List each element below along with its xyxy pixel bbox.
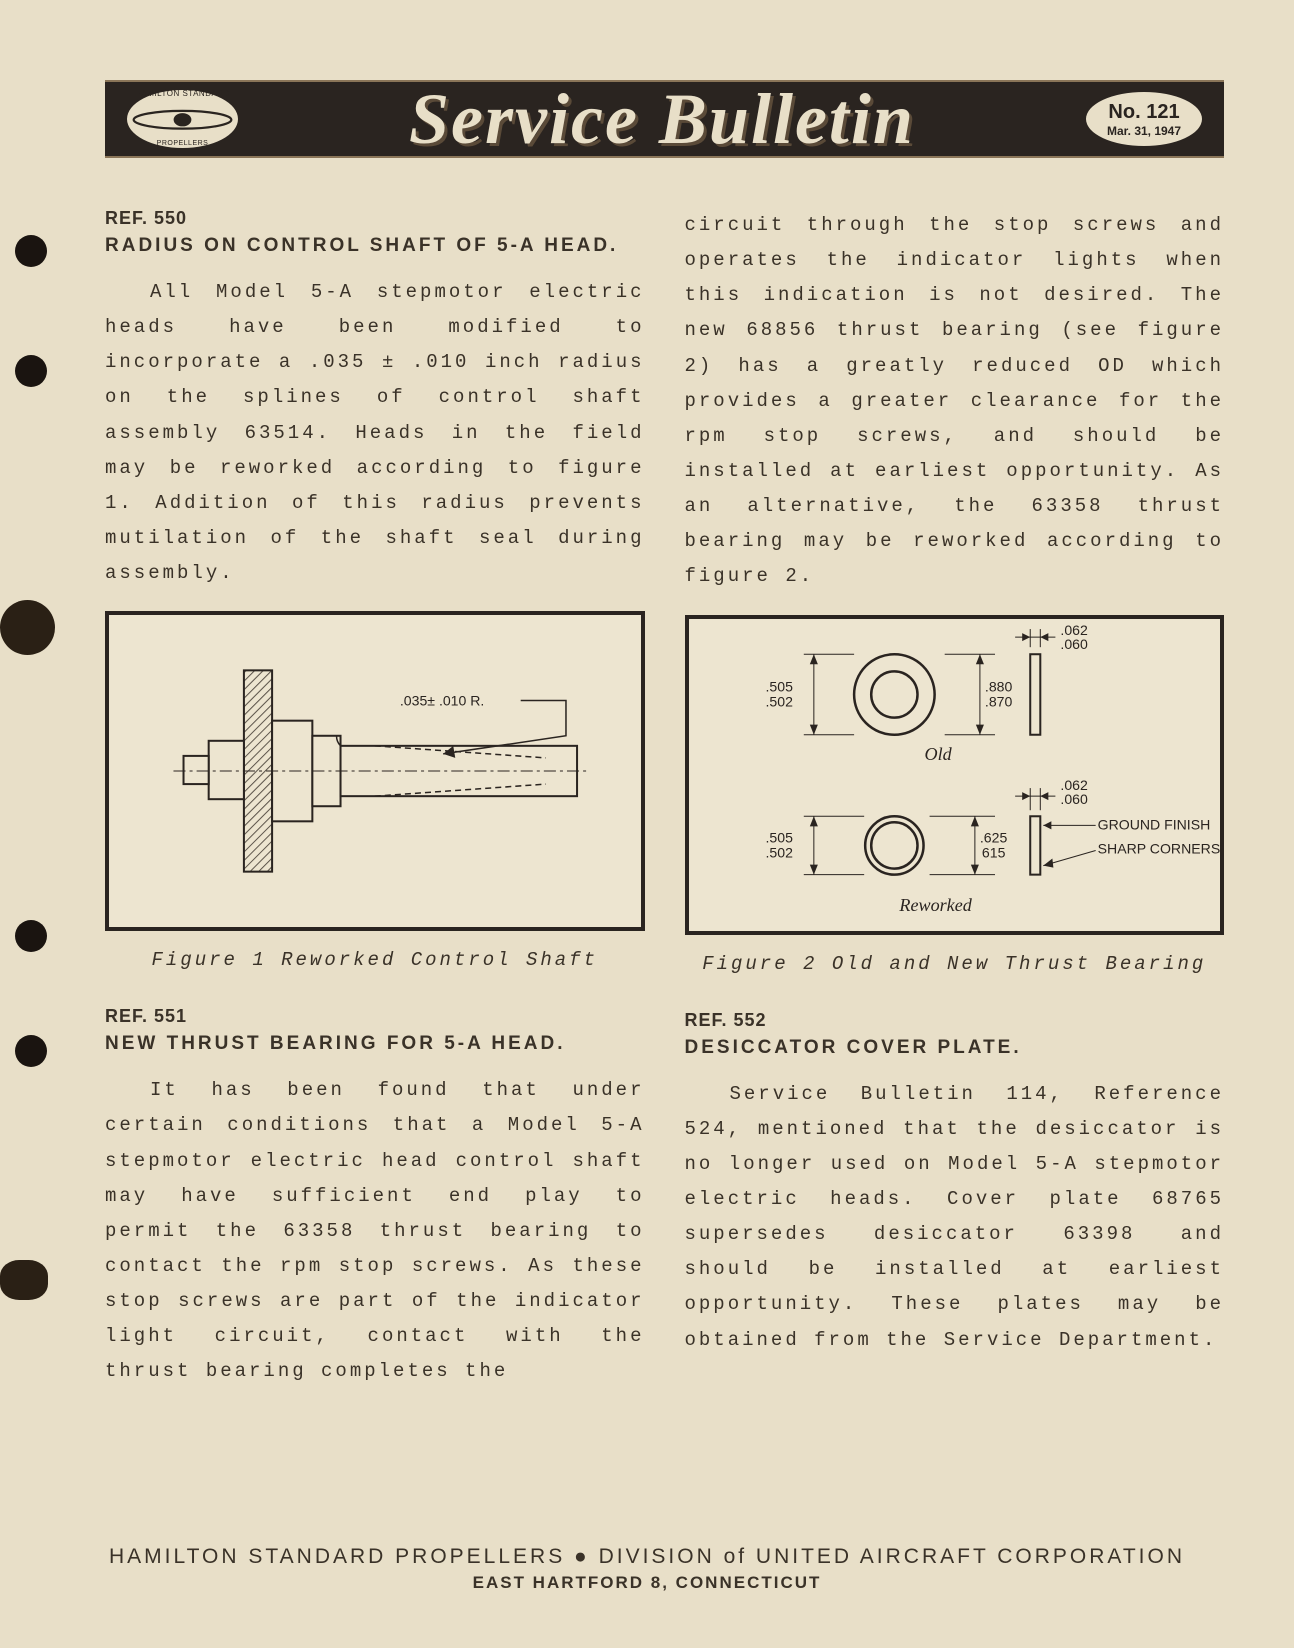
- scan-smudge: [0, 600, 55, 655]
- svg-text:.060: .060: [1060, 791, 1088, 807]
- svg-text:Reworked: Reworked: [898, 894, 972, 914]
- svg-text:.502: .502: [765, 844, 793, 860]
- svg-text:.870: .870: [984, 693, 1012, 709]
- title-550: RADIUS ON CONTROL SHAFT OF 5-A HEAD.: [105, 235, 645, 257]
- title-551: NEW THRUST BEARING FOR 5-A HEAD.: [105, 1033, 645, 1055]
- svg-text:GROUND FINISH: GROUND FINISH: [1097, 816, 1210, 832]
- body-550: All Model 5-A stepmotor electric heads h…: [105, 275, 645, 591]
- figure-1-svg: .035± .010 R.: [109, 615, 641, 927]
- body-551-text: It has been found that under certain con…: [105, 1079, 645, 1382]
- svg-text:.505: .505: [765, 829, 793, 845]
- punch-hole: [15, 920, 47, 952]
- scan-smudge: [0, 1260, 48, 1300]
- figure-1: .035± .010 R.: [105, 611, 645, 931]
- body-cont: circuit through the stop screws and oper…: [685, 208, 1225, 595]
- left-column: REF. 550 RADIUS ON CONTROL SHAFT OF 5-A …: [105, 208, 645, 1410]
- logo-text-top: HAMILTON STANDARD: [135, 90, 230, 99]
- ref-552: REF. 552: [685, 1010, 1225, 1031]
- bulletin-title: Service Bulletin: [240, 78, 1084, 161]
- footer: HAMILTON STANDARD PROPELLERS ● DIVISION …: [0, 1545, 1294, 1593]
- ref-550: REF. 550: [105, 208, 645, 229]
- punch-hole: [15, 1035, 47, 1067]
- logo-badge: HAMILTON STANDARD PROPELLERS: [125, 88, 240, 150]
- svg-text:.625: .625: [979, 829, 1007, 845]
- body-551: It has been found that under certain con…: [105, 1073, 645, 1389]
- svg-text:.060: .060: [1060, 636, 1088, 652]
- svg-text:SHARP CORNERS: SHARP CORNERS: [1097, 840, 1220, 856]
- svg-text:615: 615: [981, 844, 1005, 860]
- logo-text-bottom: PROPELLERS: [157, 140, 209, 148]
- punch-hole: [15, 355, 47, 387]
- title-552: DESICCATOR COVER PLATE.: [685, 1037, 1225, 1059]
- figure-2: .505 .502 .880 .870: [685, 615, 1225, 935]
- punch-hole: [15, 235, 47, 267]
- svg-text:.505: .505: [765, 678, 793, 694]
- svg-text:Old: Old: [924, 743, 952, 763]
- figure-2-caption: Figure 2 Old and New Thrust Bearing: [685, 953, 1225, 975]
- header-bar: HAMILTON STANDARD PROPELLERS Service Bul…: [105, 80, 1224, 158]
- ref-551: REF. 551: [105, 1006, 645, 1027]
- body-552: Service Bulletin 114, Reference 524, men…: [685, 1077, 1225, 1358]
- fig1-callout: .035± .010 R.: [400, 693, 484, 709]
- figure-2-svg: .505 .502 .880 .870: [689, 619, 1221, 931]
- svg-text:.502: .502: [765, 693, 793, 709]
- page-root: HAMILTON STANDARD PROPELLERS Service Bul…: [0, 0, 1294, 1648]
- footer-line-1: HAMILTON STANDARD PROPELLERS ● DIVISION …: [0, 1545, 1294, 1569]
- figure-1-caption: Figure 1 Reworked Control Shaft: [105, 949, 645, 971]
- body-552-text: Service Bulletin 114, Reference 524, men…: [685, 1083, 1225, 1351]
- issue-badge: No. 121 Mar. 31, 1947: [1084, 90, 1204, 148]
- body-550-text: All Model 5-A stepmotor electric heads h…: [105, 281, 645, 584]
- right-column: circuit through the stop screws and oper…: [685, 208, 1225, 1410]
- svg-text:.880: .880: [984, 678, 1012, 694]
- issue-number: No. 121: [1108, 101, 1179, 124]
- content-columns: REF. 550 RADIUS ON CONTROL SHAFT OF 5-A …: [105, 208, 1224, 1410]
- issue-date: Mar. 31, 1947: [1107, 124, 1181, 138]
- footer-line-2: EAST HARTFORD 8, CONNECTICUT: [0, 1573, 1294, 1593]
